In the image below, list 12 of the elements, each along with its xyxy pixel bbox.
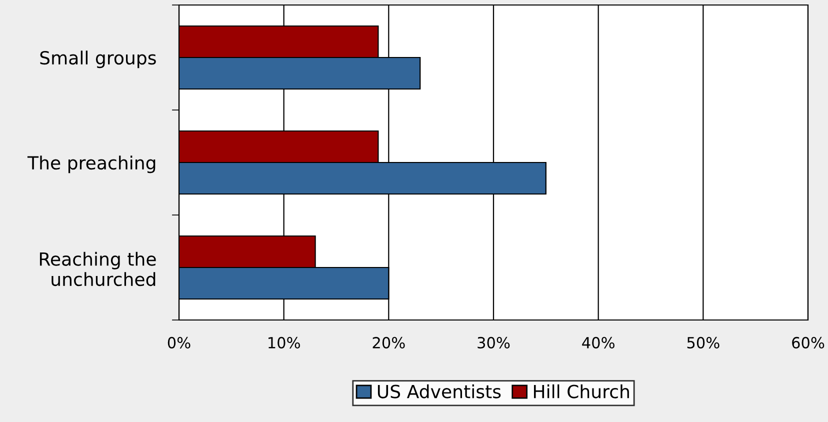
legend-label: Hill Church [534,384,629,398]
legend-label: US Adventists [378,384,501,398]
x-tick-label: 30% [478,336,510,348]
x-tick-label: 0% [168,336,190,348]
x-tick-label: 40% [582,336,614,348]
y-tick-label: The preaching [27,156,156,174]
x-tick-label: 60% [792,336,824,348]
y-tick-label: Reaching the unchurched [40,252,156,286]
x-tick-label: 20% [372,336,405,348]
x-tick-label: 10% [268,336,300,348]
y-tick-label: Small groups [40,50,156,68]
x-tick-label: 50% [687,336,720,348]
